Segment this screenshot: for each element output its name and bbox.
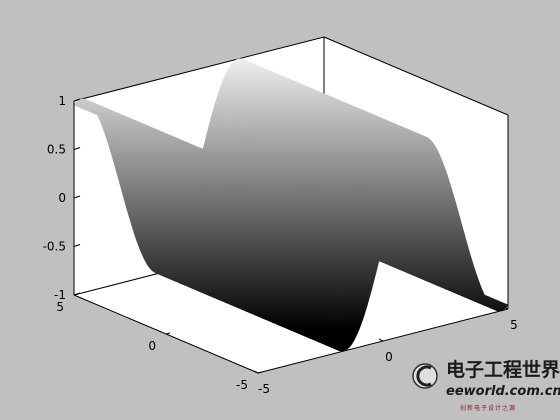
x-tick-mark — [378, 338, 384, 342]
z-tick-label: -0.5 — [43, 240, 66, 254]
x-tick-labels: -5 0 5 — [258, 318, 518, 396]
y-tick-mark — [165, 332, 171, 335]
axis-ticks — [73, 98, 509, 374]
box-edge — [73, 36, 325, 102]
surface-mesh — [73, 58, 509, 352]
z-tick-label: 1 — [58, 94, 66, 108]
z-tick-mark — [73, 147, 81, 150]
z-tick-label: 0.5 — [47, 143, 66, 157]
y-tick-labels: -5 0 5 — [56, 300, 248, 392]
x-tick-mark — [503, 306, 509, 310]
x-tick-label: -5 — [258, 382, 270, 396]
z-tick-label: 0 — [58, 191, 66, 205]
y-tick-label: 0 — [148, 339, 156, 353]
z-tick-labels: -1 -0.5 0 0.5 1 — [43, 94, 66, 302]
eeworld-logo-icon — [412, 363, 438, 389]
x-tick-mark — [253, 370, 259, 374]
watermark-subtitle: 创新电子设计之源 — [460, 404, 516, 412]
y-tick-label: -5 — [236, 378, 248, 392]
z-tick-mark — [73, 244, 81, 247]
x-tick-label: 0 — [385, 350, 393, 364]
box-edge — [323, 36, 509, 116]
z-tick-label: -1 — [54, 288, 66, 302]
x-tick-label: 5 — [510, 318, 518, 332]
z-tick-mark — [73, 98, 81, 102]
surface-strip — [256, 136, 509, 352]
y-tick-label: 5 — [56, 300, 64, 314]
watermark-site: eeworld.com.cn — [446, 384, 560, 399]
watermark: 电子工程世界 eeworld.com.cn 创新电子设计之源 — [412, 358, 560, 412]
y-tick-mark — [257, 371, 263, 374]
z-tick-mark — [73, 195, 81, 199]
y-tick-mark — [73, 293, 79, 296]
watermark-title: 电子工程世界 — [446, 358, 560, 381]
